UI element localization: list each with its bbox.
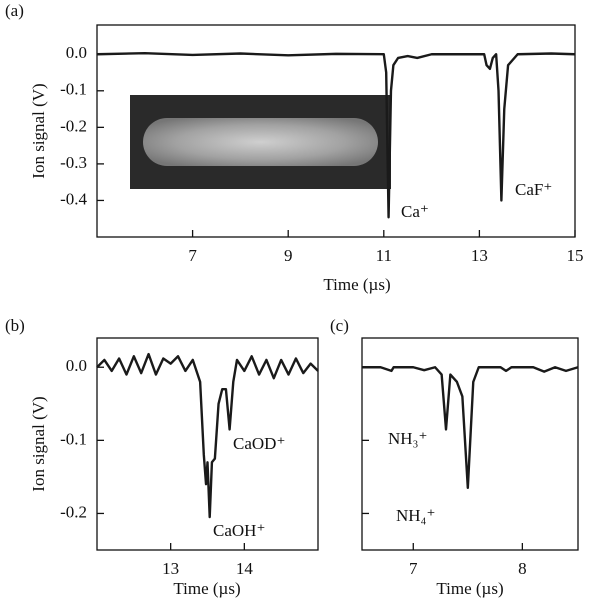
x-tick-label: 9 [284, 246, 293, 265]
plot-frame [361, 337, 579, 551]
plot-frame [96, 24, 576, 238]
peak-annotation: CaOD⁺ [233, 434, 285, 453]
y-axis-label: Ion signal (V) [29, 396, 48, 491]
inset-image [130, 95, 391, 189]
y-tick-label: 0.0 [66, 356, 87, 375]
panel-label: (b) [5, 316, 25, 335]
x-axis-label: Time (µs) [173, 579, 240, 598]
signal-trace [362, 366, 579, 490]
panel-label: (c) [330, 316, 349, 335]
plot-frame [96, 337, 319, 551]
signal-trace [96, 352, 319, 519]
peak-annotation: NH₄⁺ [396, 506, 435, 525]
x-tick-label: 13 [162, 559, 179, 578]
x-tick-label: 7 [409, 559, 418, 578]
y-axis-label: Ion signal (V) [29, 83, 48, 178]
x-tick-label: 11 [376, 246, 392, 265]
x-tick-label: 14 [236, 559, 254, 578]
signal-trace [96, 51, 576, 219]
y-tick-label: -0.2 [60, 502, 87, 521]
peak-annotation: Ca⁺ [401, 202, 429, 221]
y-tick-label: -0.1 [60, 429, 87, 448]
x-axis-label: Time (µs) [323, 275, 390, 294]
y-tick-label: -0.4 [60, 189, 87, 208]
y-tick-label: -0.2 [60, 116, 87, 135]
peak-annotation: CaOH⁺ [213, 521, 265, 540]
panel-label: (a) [5, 1, 24, 20]
peak-annotation: CaF⁺ [515, 180, 552, 199]
x-tick-label: 8 [518, 559, 527, 578]
y-tick-label: -0.1 [60, 80, 87, 99]
peak-annotation: NH₃⁺ [388, 429, 427, 448]
y-tick-label: 0.0 [66, 43, 87, 62]
x-axis-label: Time (µs) [436, 579, 503, 598]
x-tick-label: 13 [471, 246, 488, 265]
x-tick-label: 15 [567, 246, 584, 265]
y-tick-label: -0.3 [60, 153, 87, 172]
x-tick-label: 7 [188, 246, 197, 265]
